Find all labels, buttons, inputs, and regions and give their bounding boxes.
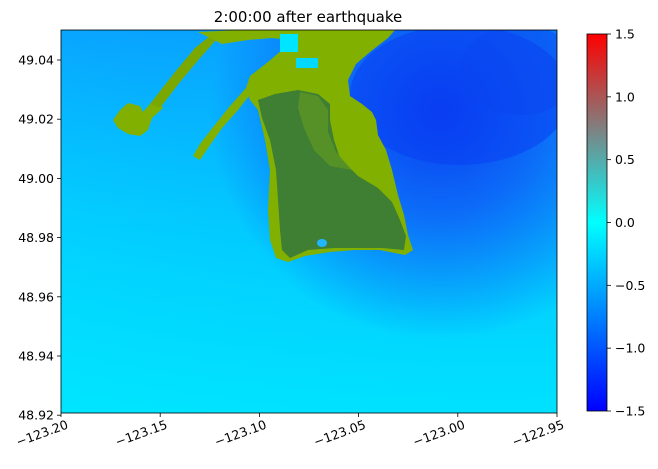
y-tick-label: 49.04 — [18, 53, 54, 68]
x-tick-label: −123.15 — [113, 417, 169, 450]
map-panel — [61, 30, 557, 413]
map-frame — [60, 29, 558, 414]
y-tick-label: 49.00 — [18, 171, 54, 186]
water-inlet-patch — [280, 34, 298, 52]
colorbar-axis: 1.5 1.0 0.5 0.0 −0.5 −1.0 −1.5 — [607, 27, 645, 419]
land-upland-slope — [298, 92, 352, 170]
colorbar-tick-label: 0.5 — [615, 152, 635, 167]
colorbar-tick-label: 0.0 — [615, 215, 635, 230]
x-axis: −123.20 −123.15 −123.10 −123.05 −123.00 −122.… — [14, 413, 566, 449]
plot-title: 2:00:00 after earthquake — [214, 8, 402, 26]
y-axis: 49.04 49.02 49.00 48.98 48.96 48.94 48.92 — [18, 53, 61, 423]
colorbar — [586, 33, 608, 412]
land-west-spit — [113, 100, 163, 136]
land-channel-arm — [193, 88, 252, 160]
pond — [317, 239, 327, 247]
water-inlet-patch-2 — [296, 58, 318, 68]
colorbar-tick-label: −1.0 — [615, 341, 645, 356]
x-tick-label: −122.95 — [510, 417, 566, 450]
water-trough-core — [350, 30, 557, 165]
colorbar-tick-label: 1.5 — [615, 27, 635, 42]
y-tick-label: 48.94 — [18, 349, 54, 364]
y-tick-label: 48.98 — [18, 230, 54, 245]
y-tick-label: 48.92 — [18, 408, 54, 423]
y-tick-label: 49.02 — [18, 112, 54, 127]
y-tick-label: 48.96 — [18, 289, 54, 304]
colorbar-tick-label: −0.5 — [615, 278, 645, 293]
x-tick-label: −123.10 — [212, 417, 268, 450]
land-upland — [258, 90, 406, 258]
colorbar-tick-label: 1.0 — [615, 89, 635, 104]
colorbar-tick-label: −1.5 — [615, 404, 645, 419]
x-tick-label: −123.05 — [312, 417, 368, 450]
land-west-spit-ridge — [150, 36, 216, 108]
x-tick-label: −123.00 — [411, 417, 467, 450]
water-trough-edge — [460, 30, 557, 115]
